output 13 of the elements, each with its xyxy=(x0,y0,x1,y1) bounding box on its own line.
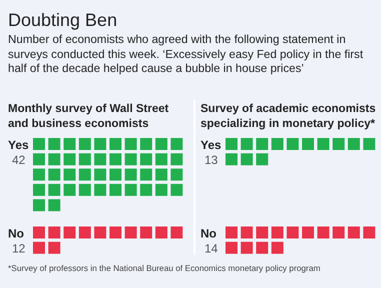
text: Number of economists who agreed with the following statement in surveys conducted this week. ‘Excessively easy Fed policy in the first half of the decade helped cause a bubble in house prices’ xyxy=(8,33,364,76)
category-label: No xyxy=(8,226,24,240)
text: *Survey of professors in the National Bureau of Economics monetary policy program xyxy=(8,263,320,273)
data-label: 12 xyxy=(12,242,26,256)
text: Survey of academic economists specializing in monetary policy* xyxy=(200,103,376,130)
data-label: 42 xyxy=(12,153,26,167)
category-label: Yes xyxy=(200,138,222,152)
data-label: 14 xyxy=(204,242,218,256)
category-label: Yes xyxy=(8,138,30,152)
data-label: 13 xyxy=(204,153,218,167)
text: Doubting Ben xyxy=(8,10,118,31)
text: Monthly survey of Wall Street and business economists xyxy=(8,103,169,130)
category-label: No xyxy=(200,226,216,240)
